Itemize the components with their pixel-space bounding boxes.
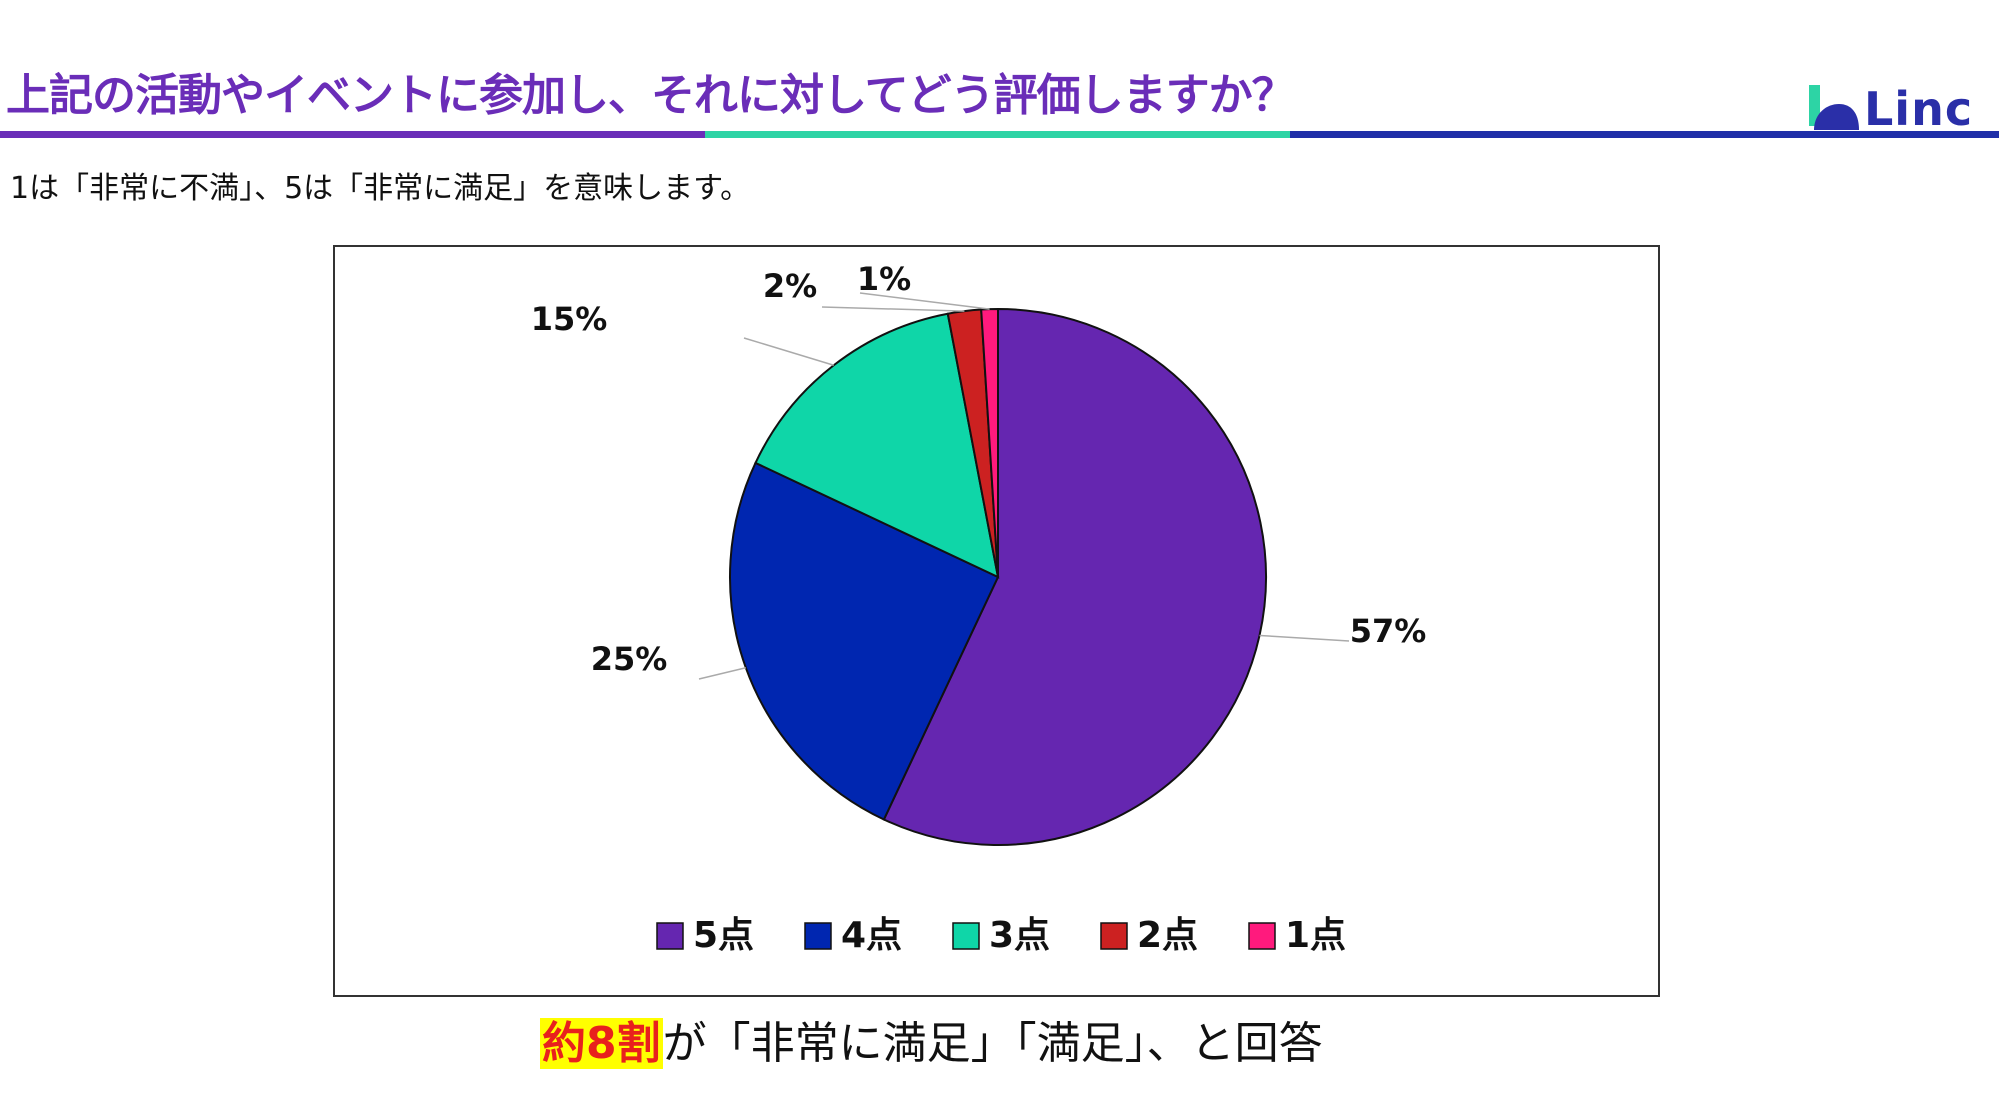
logo-text: Linc [1864,82,1974,136]
pie-chart: 57% 25% 15% 2% 1% 5点 4点 3点 2点 1点 [531,260,1427,956]
pct-label-3-points: 15% [531,300,608,338]
pie-slice-5-points [882,307,1267,846]
title-underline-green [705,131,1290,138]
title-underline-purple [0,131,705,138]
chart-subtitle: 1は「非常に不満」、5は「非常に満足」を意味します。 [10,171,751,206]
legend-label-3-points: 3点 [989,915,1050,956]
pie-slice-3-points [754,312,1000,579]
leader-line-4-points [698,667,747,680]
legend-swatch-5-points [656,922,684,950]
leader-line-3-points [743,337,834,366]
linc-logo-icon [1809,85,1859,130]
leader-line-1-points [859,292,990,310]
pct-label-1-points: 1% [857,260,911,298]
pct-label-2-points: 2% [763,267,817,305]
legend-swatch-2-points [1100,922,1128,950]
page-title: 上記の活動やイベントに参加し、それに対してどう評価しますか？ [6,70,1296,121]
legend-label-5-points: 5点 [693,915,754,956]
conclusion-highlight: 約8割 [540,1018,663,1069]
legend-swatch-3-points [952,922,980,950]
linc-logo: Linc [1806,80,1996,136]
legend-swatch-4-points [804,922,832,950]
leader-line-5-points [1259,634,1350,642]
legend-swatch-1-points [1248,922,1276,950]
title-underline-blue [1290,131,1999,138]
legend-label-1-points: 1点 [1285,915,1346,956]
pie-slice-4-points [729,461,1000,821]
pct-label-5-points: 57% [1350,612,1427,650]
chart-frame: 57% 25% 15% 2% 1% 5点 4点 3点 2点 1点 [333,245,1660,997]
conclusion-text: 約8割が「非常に満足」「満足」、と回答 [540,1018,1323,1071]
legend-label-4-points: 4点 [841,915,902,956]
conclusion-rest: が「非常に満足」「満足」、と回答 [662,1018,1323,1069]
legend-label-2-points: 2点 [1137,915,1198,956]
pct-label-4-points: 25% [591,640,668,678]
leader-line-2-points [821,306,965,312]
